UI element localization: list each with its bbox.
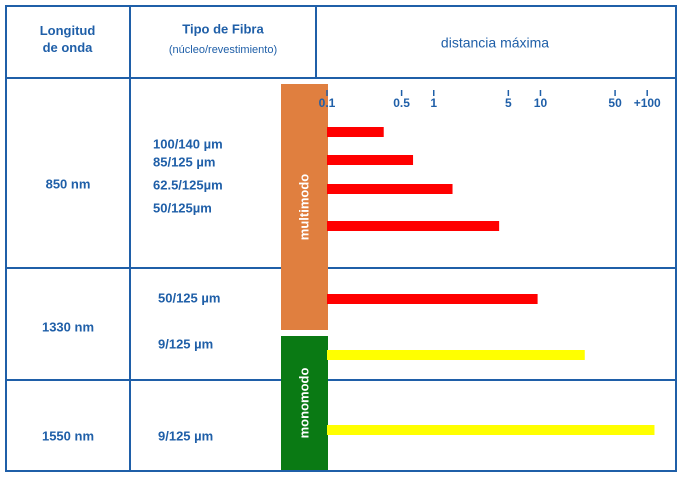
x-tick-label: +100 [634,96,661,110]
bar [327,350,585,360]
fiber-label: 50/125 µm [158,290,220,305]
monomode-box [281,336,328,470]
table-border [5,5,677,472]
mode-label: multimodo [296,174,311,240]
bar [327,294,538,304]
fiber-label: 50/125µm [153,200,212,215]
header-fiber-note: (núcleo/revestimiento) [169,44,277,56]
wavelength: 1550 nm [42,428,94,443]
x-tick-label: 0.5 [393,96,410,110]
header-wavelength: Longitud de onda [39,23,96,55]
bar [327,425,655,435]
x-tick-label: 5 [505,96,512,110]
multimode-box [281,84,328,330]
bar [327,184,453,194]
fiber-label: 9/125 µm [158,428,213,443]
bar [327,155,414,165]
fiber-label: 85/125 µm [153,154,215,169]
fiber-label: 100/140 µm [153,136,223,151]
wavelength: 850 nm [46,176,91,191]
x-tick-label: 1 [430,96,437,110]
x-tick-label: 50 [608,96,622,110]
wavelength: 1330 nm [42,319,94,334]
x-tick-label: 10 [534,96,548,110]
mode-label: monomodo [296,368,311,439]
header-distance: distancia máxima [441,35,549,51]
x-tick-label: 0.1 [319,96,336,110]
fiber-label: 9/125 µm [158,336,213,351]
bar [327,127,384,137]
header-fiber: Tipo de Fibra [182,21,264,36]
bar [327,221,500,231]
header-cell: Longitud de onda [39,23,96,55]
fiber-label: 62.5/125µm [153,177,223,192]
